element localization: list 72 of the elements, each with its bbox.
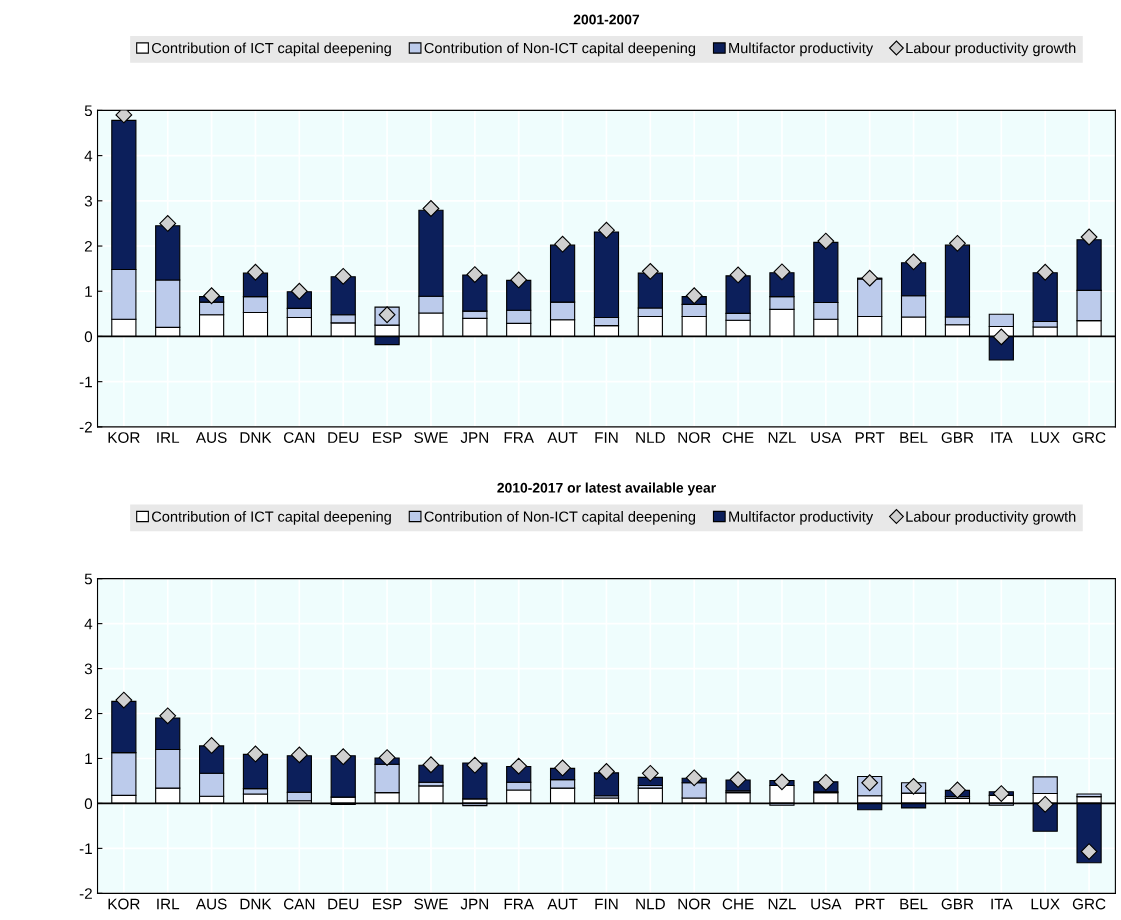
x-tick-label: AUS bbox=[195, 432, 227, 443]
x-tick-label: JPN bbox=[460, 432, 489, 443]
y-tick-label: 0 bbox=[84, 331, 93, 343]
x-tick-label: AUT bbox=[547, 432, 578, 443]
x-tick-label: BEL bbox=[900, 898, 928, 910]
x-tick-label: NZL bbox=[768, 898, 796, 910]
y-tick-label: 3 bbox=[84, 663, 92, 675]
x-tick-label: JPN bbox=[460, 898, 489, 910]
x-tick-label: ESP bbox=[373, 898, 402, 910]
x-tick-label: DEU bbox=[328, 898, 359, 910]
x-tick-label: ITA bbox=[991, 432, 1013, 443]
legend-label: Contribution of ICT capital deepening bbox=[152, 42, 391, 57]
y-tick-label: -2 bbox=[79, 888, 92, 899]
legend-label: Multifactor productivity bbox=[729, 42, 874, 57]
x-tick-label: BEL bbox=[900, 432, 928, 443]
x-tick-label: GRC bbox=[1072, 432, 1106, 443]
legend-label: Labour productivity growth bbox=[906, 511, 1076, 525]
chart-title: 2010-2017 or latest available year bbox=[497, 482, 716, 496]
x-tick-label: NOR bbox=[678, 432, 711, 443]
y-tick-label: 3 bbox=[84, 195, 92, 207]
x-tick-label: PRT bbox=[855, 432, 885, 443]
x-tick-label: NLD bbox=[636, 432, 665, 443]
y-tick-label: -2 bbox=[79, 421, 92, 433]
legend-label: Multifactor productivity bbox=[729, 511, 874, 525]
x-tick-label: KOR bbox=[108, 898, 140, 910]
y-tick-label: -1 bbox=[79, 843, 92, 854]
x-tick-label: DNK bbox=[240, 898, 272, 910]
x-tick-label: USA bbox=[811, 432, 842, 443]
y-tick-label: 0 bbox=[84, 798, 93, 810]
y-tick-label: 1 bbox=[85, 753, 92, 765]
legend-label: Contribution of Non-ICT capital deepening bbox=[424, 511, 696, 525]
x-tick-label: SWE bbox=[414, 432, 448, 443]
legend-label: Labour productivity growth bbox=[906, 42, 1076, 57]
x-tick-label: IRL bbox=[157, 898, 180, 910]
x-tick-label: NLD bbox=[636, 898, 665, 910]
y-tick-label: 5 bbox=[84, 573, 93, 585]
x-tick-label: GRC bbox=[1072, 898, 1106, 910]
y-tick-label: -1 bbox=[79, 376, 92, 388]
x-tick-label: GBR bbox=[941, 898, 974, 910]
x-tick-label: DEU bbox=[328, 432, 359, 443]
x-tick-label: FIN bbox=[595, 432, 618, 443]
x-tick-label: CHE bbox=[722, 898, 754, 910]
x-tick-label: NZL bbox=[768, 432, 796, 443]
y-tick-label: 4 bbox=[84, 150, 93, 162]
x-tick-label: KOR bbox=[108, 432, 140, 443]
x-tick-label: AUT bbox=[547, 898, 578, 910]
y-tick-label: 2 bbox=[84, 240, 92, 252]
x-tick-label: FRA bbox=[504, 432, 534, 443]
legend-label: Contribution of Non-ICT capital deepening bbox=[424, 42, 696, 57]
x-tick-label: USA bbox=[811, 898, 842, 910]
x-tick-label: NOR bbox=[678, 898, 711, 910]
x-tick-label: FIN bbox=[595, 898, 618, 910]
x-tick-label: IRL bbox=[157, 432, 180, 443]
x-tick-label: PRT bbox=[855, 898, 885, 910]
y-tick-label: 4 bbox=[84, 618, 93, 630]
y-tick-label: 5 bbox=[84, 105, 93, 117]
x-tick-label: CHE bbox=[722, 432, 754, 443]
x-tick-label: LUX bbox=[1031, 898, 1060, 910]
x-tick-label: CAN bbox=[283, 898, 315, 910]
x-tick-label: CAN bbox=[283, 432, 315, 443]
x-tick-label: ITA bbox=[991, 898, 1013, 910]
x-tick-label: DNK bbox=[240, 432, 272, 443]
x-tick-label: GBR bbox=[941, 432, 974, 443]
x-tick-label: SWE bbox=[414, 898, 448, 910]
x-tick-label: FRA bbox=[504, 898, 534, 910]
x-tick-label: LUX bbox=[1031, 432, 1060, 443]
legend-label: Contribution of ICT capital deepening bbox=[152, 511, 391, 525]
chart-title: 2001-2007 bbox=[573, 14, 640, 25]
y-tick-label: 2 bbox=[84, 708, 92, 720]
y-tick-label: 1 bbox=[85, 286, 92, 297]
x-tick-label: ESP bbox=[373, 432, 402, 443]
x-tick-label: AUS bbox=[195, 898, 227, 910]
